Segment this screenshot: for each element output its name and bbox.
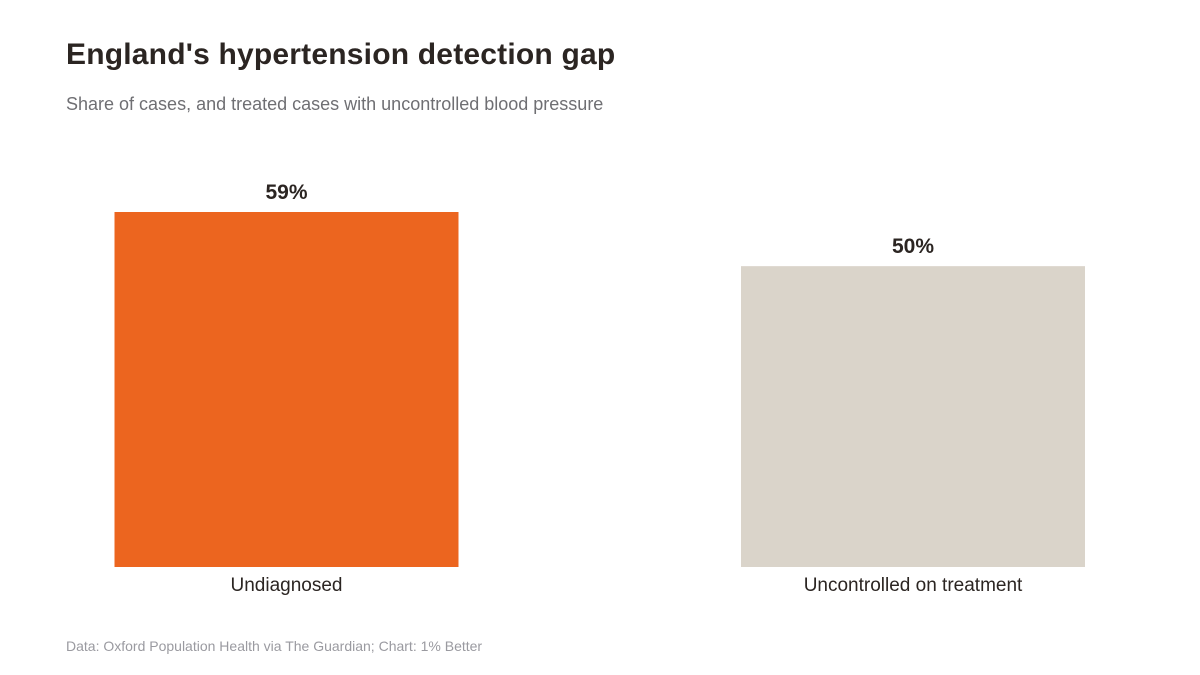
bar-undiagnosed bbox=[114, 212, 459, 567]
value-label: 59% bbox=[265, 181, 307, 204]
source-note: Data: Oxford Population Health via The G… bbox=[66, 638, 483, 654]
category-label: Uncontrolled on treatment bbox=[804, 575, 1023, 596]
bar-uncontrolled-on-treatment bbox=[741, 266, 1085, 567]
chart-subtitle: Share of cases, and treated cases with u… bbox=[66, 94, 604, 114]
chart-title: England's hypertension detection gap bbox=[66, 38, 616, 71]
value-label: 50% bbox=[892, 235, 934, 258]
category-label: Undiagnosed bbox=[231, 575, 343, 596]
